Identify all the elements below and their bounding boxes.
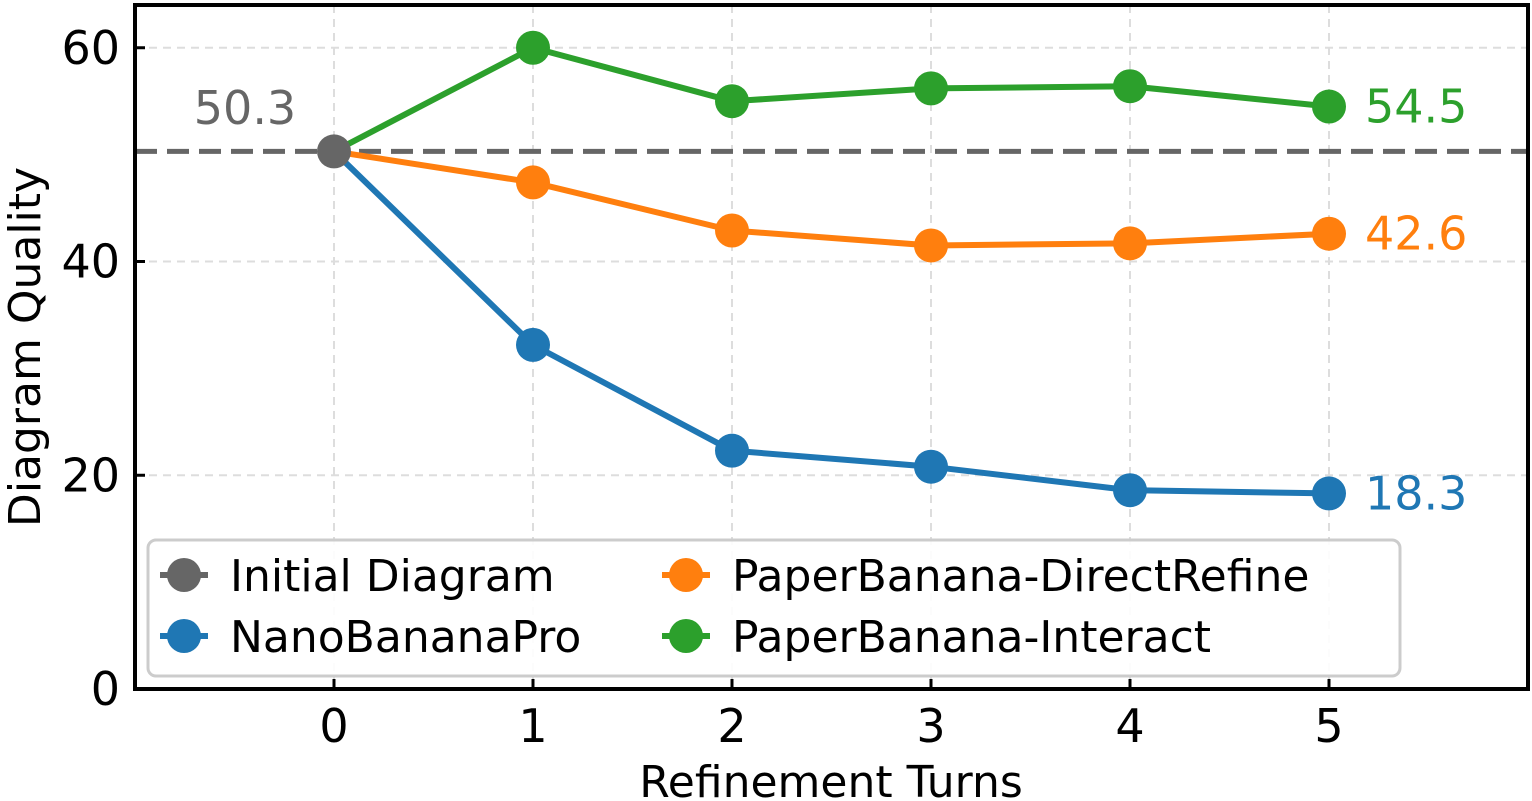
legend-marker bbox=[167, 619, 201, 653]
legend: Initial Diagram PaperBanana-DirectRefine N… bbox=[146, 538, 1402, 678]
data-point bbox=[516, 30, 550, 65]
x-tick-label: 4 bbox=[1115, 699, 1144, 753]
y-tick-label: 0 bbox=[91, 662, 120, 716]
series-lines bbox=[317, 30, 1346, 511]
x-axis-label: Refinement Turns bbox=[639, 757, 1023, 801]
y-tick-label: 20 bbox=[61, 448, 120, 502]
x-tick-label: 3 bbox=[916, 699, 945, 753]
series-end-label: 42.6 bbox=[1365, 207, 1467, 261]
data-point bbox=[914, 228, 948, 263]
legend-label: NanoBananaPro bbox=[230, 612, 581, 663]
initial-point bbox=[317, 134, 351, 169]
series-line bbox=[331, 149, 1330, 497]
data-point bbox=[1113, 69, 1147, 104]
data-point bbox=[914, 449, 948, 484]
baseline-label: 50.3 bbox=[194, 81, 296, 135]
x-tick-label: 2 bbox=[717, 699, 746, 753]
legend-marker bbox=[167, 558, 201, 592]
data-point bbox=[1312, 89, 1346, 124]
data-point bbox=[1312, 476, 1346, 511]
data-point bbox=[1113, 226, 1147, 261]
series-end-label: 54.5 bbox=[1365, 80, 1467, 134]
x-tick-label: 1 bbox=[518, 699, 547, 753]
series-end-label: 18.3 bbox=[1365, 466, 1467, 520]
data-point bbox=[914, 71, 948, 106]
data-point bbox=[1312, 216, 1346, 251]
legend-box bbox=[146, 538, 1402, 678]
end-labels: 18.3 42.6 54.5 bbox=[1365, 80, 1467, 521]
y-tick-label: 60 bbox=[61, 21, 120, 75]
data-point bbox=[516, 165, 550, 200]
legend-label: Initial Diagram bbox=[230, 551, 555, 602]
plot-frame bbox=[133, 3, 1530, 691]
legend-label: PaperBanana-Interact bbox=[732, 612, 1211, 663]
series-line bbox=[333, 148, 1330, 249]
data-point bbox=[715, 84, 749, 119]
axes: 0 1 2 3 4 5 0 20 40 60 bbox=[61, 21, 1343, 753]
series-line bbox=[332, 44, 1330, 155]
y-axis-label: Diagram Quality bbox=[0, 167, 51, 527]
data-point bbox=[1113, 473, 1147, 508]
data-point bbox=[516, 327, 550, 362]
x-tick-label: 0 bbox=[319, 699, 348, 753]
data-point bbox=[715, 433, 749, 468]
legend-marker bbox=[669, 619, 703, 653]
data-point bbox=[715, 213, 749, 248]
y-tick-label: 40 bbox=[61, 235, 120, 289]
legend-marker bbox=[669, 558, 703, 592]
legend-label: PaperBanana-DirectRefine bbox=[732, 551, 1309, 602]
baseline: 50.3 bbox=[135, 81, 1528, 154]
x-tick-label: 5 bbox=[1314, 699, 1343, 753]
